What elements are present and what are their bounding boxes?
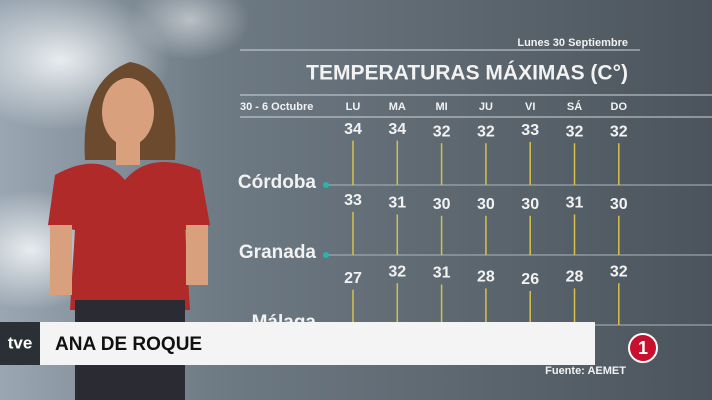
temperature: 32 — [610, 263, 628, 280]
temperature: 30 — [433, 196, 451, 213]
title: TEMPERATURAS MÁXIMAS (C°) — [306, 62, 628, 85]
temperature: 32 — [477, 123, 495, 140]
temperature: 28 — [566, 269, 584, 286]
temperature: 33 — [521, 122, 539, 139]
temperature: 26 — [521, 271, 539, 288]
day-label: DO — [611, 101, 628, 113]
period: 30 - 6 Octubre — [240, 101, 313, 113]
temperature: 30 — [477, 196, 495, 213]
city-name: Córdoba — [238, 172, 317, 193]
temperature: 30 — [521, 196, 539, 213]
day-label: LU — [346, 101, 361, 113]
day-label: MA — [389, 101, 406, 113]
temperature: 34 — [388, 121, 406, 138]
cloud — [130, 0, 250, 60]
temperature: 33 — [344, 192, 362, 209]
day-label: SÁ — [567, 100, 582, 113]
temperature: 28 — [477, 269, 495, 286]
temperature: 31 — [433, 265, 451, 282]
temperature: 31 — [388, 195, 406, 212]
presenter-name: ANA DE ROQUE — [55, 334, 202, 355]
temperature: 32 — [566, 123, 584, 140]
temperature: 34 — [344, 121, 362, 138]
source: Fuente: AEMET — [545, 365, 626, 377]
city-name: Granada — [239, 242, 317, 263]
name-bar — [40, 322, 595, 365]
day-label: JU — [479, 101, 493, 113]
day-label: MI — [435, 101, 447, 113]
channel-box — [0, 322, 40, 365]
day-label: VI — [525, 101, 535, 113]
date: Lunes 30 Septiembre — [517, 37, 628, 49]
temperature: 31 — [566, 195, 584, 212]
channel-logo: tve — [8, 333, 33, 352]
channel-number: 1 — [638, 338, 648, 358]
channel-badge — [628, 333, 658, 363]
temperature: 27 — [344, 270, 362, 287]
row-dot — [323, 252, 329, 258]
temperature: 32 — [610, 123, 628, 140]
temperature: 32 — [433, 123, 451, 140]
temperature: 30 — [610, 196, 628, 213]
temperature-table: LU MA MI JU VI SÁ DO Córdoba 34 34 32 32 33 32 32 Grana… — [238, 100, 712, 333]
row-dot — [323, 182, 329, 188]
temperature: 32 — [388, 263, 406, 280]
